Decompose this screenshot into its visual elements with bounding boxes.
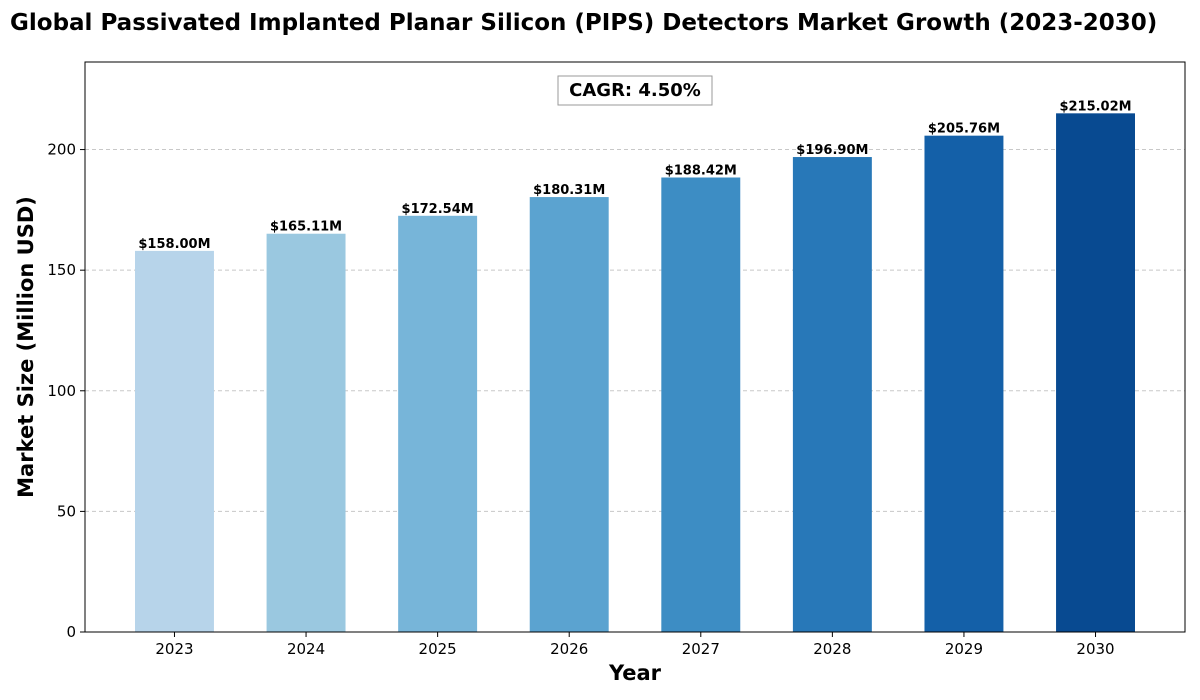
x-axis-title: Year bbox=[608, 661, 662, 685]
data-label-2023: $158.00M bbox=[138, 237, 210, 252]
x-tick-label: 2025 bbox=[419, 640, 457, 658]
data-label-2025: $172.54M bbox=[402, 202, 474, 217]
cagr-box-frame bbox=[557, 75, 713, 106]
x-tick-label: 2029 bbox=[945, 640, 983, 658]
y-tick-label: 50 bbox=[57, 502, 76, 520]
data-label-2029: $205.76M bbox=[928, 122, 1000, 137]
bar-2027 bbox=[661, 177, 741, 633]
x-tick-label: 2027 bbox=[682, 640, 720, 658]
bar-2026 bbox=[529, 197, 609, 632]
y-tick-label: 150 bbox=[47, 261, 76, 279]
data-label-2026: $180.31M bbox=[533, 183, 605, 198]
x-tick-label: 2023 bbox=[155, 640, 193, 658]
data-label-2028: $196.90M bbox=[796, 143, 868, 158]
bar-2029 bbox=[924, 135, 1004, 632]
cagr-label: CAGR: 4.50% bbox=[569, 80, 701, 101]
bar-2028 bbox=[792, 157, 872, 632]
bar-2030 bbox=[1056, 113, 1135, 632]
data-label-2027: $188.42M bbox=[665, 163, 737, 178]
data-label-2030: $215.02M bbox=[1059, 99, 1131, 114]
data-label-2024: $165.11M bbox=[270, 220, 342, 235]
bar-2025 bbox=[398, 215, 478, 633]
chart-title: Global Passivated Implanted Planar Silic… bbox=[10, 10, 1158, 36]
bar-2023 bbox=[135, 250, 214, 632]
x-tick-label: 2030 bbox=[1076, 640, 1114, 658]
y-axis-title: Market Size (Million USD) bbox=[14, 196, 38, 498]
x-tick-label: 2028 bbox=[813, 640, 851, 658]
y-tick-label: 0 bbox=[66, 623, 76, 641]
x-tick-label: 2024 bbox=[287, 640, 325, 658]
cagr-annotation: CAGR: 4.50% bbox=[557, 75, 713, 106]
y-tick-label: 200 bbox=[47, 141, 76, 159]
grid-lines bbox=[85, 149, 1185, 512]
y-tick-label: 100 bbox=[47, 382, 76, 400]
data-labels: $158.00M $165.11M $172.54M $180.31M $188.42M… bbox=[138, 99, 1131, 252]
bars bbox=[135, 113, 1135, 633]
bar-2024 bbox=[266, 233, 346, 632]
axis-ticks: 0 50 100 150 200 2023 2024 2025 2026 2027 2028 2029… bbox=[47, 141, 1114, 658]
x-tick-label: 2026 bbox=[550, 640, 588, 658]
plot-frame bbox=[84, 61, 1186, 633]
